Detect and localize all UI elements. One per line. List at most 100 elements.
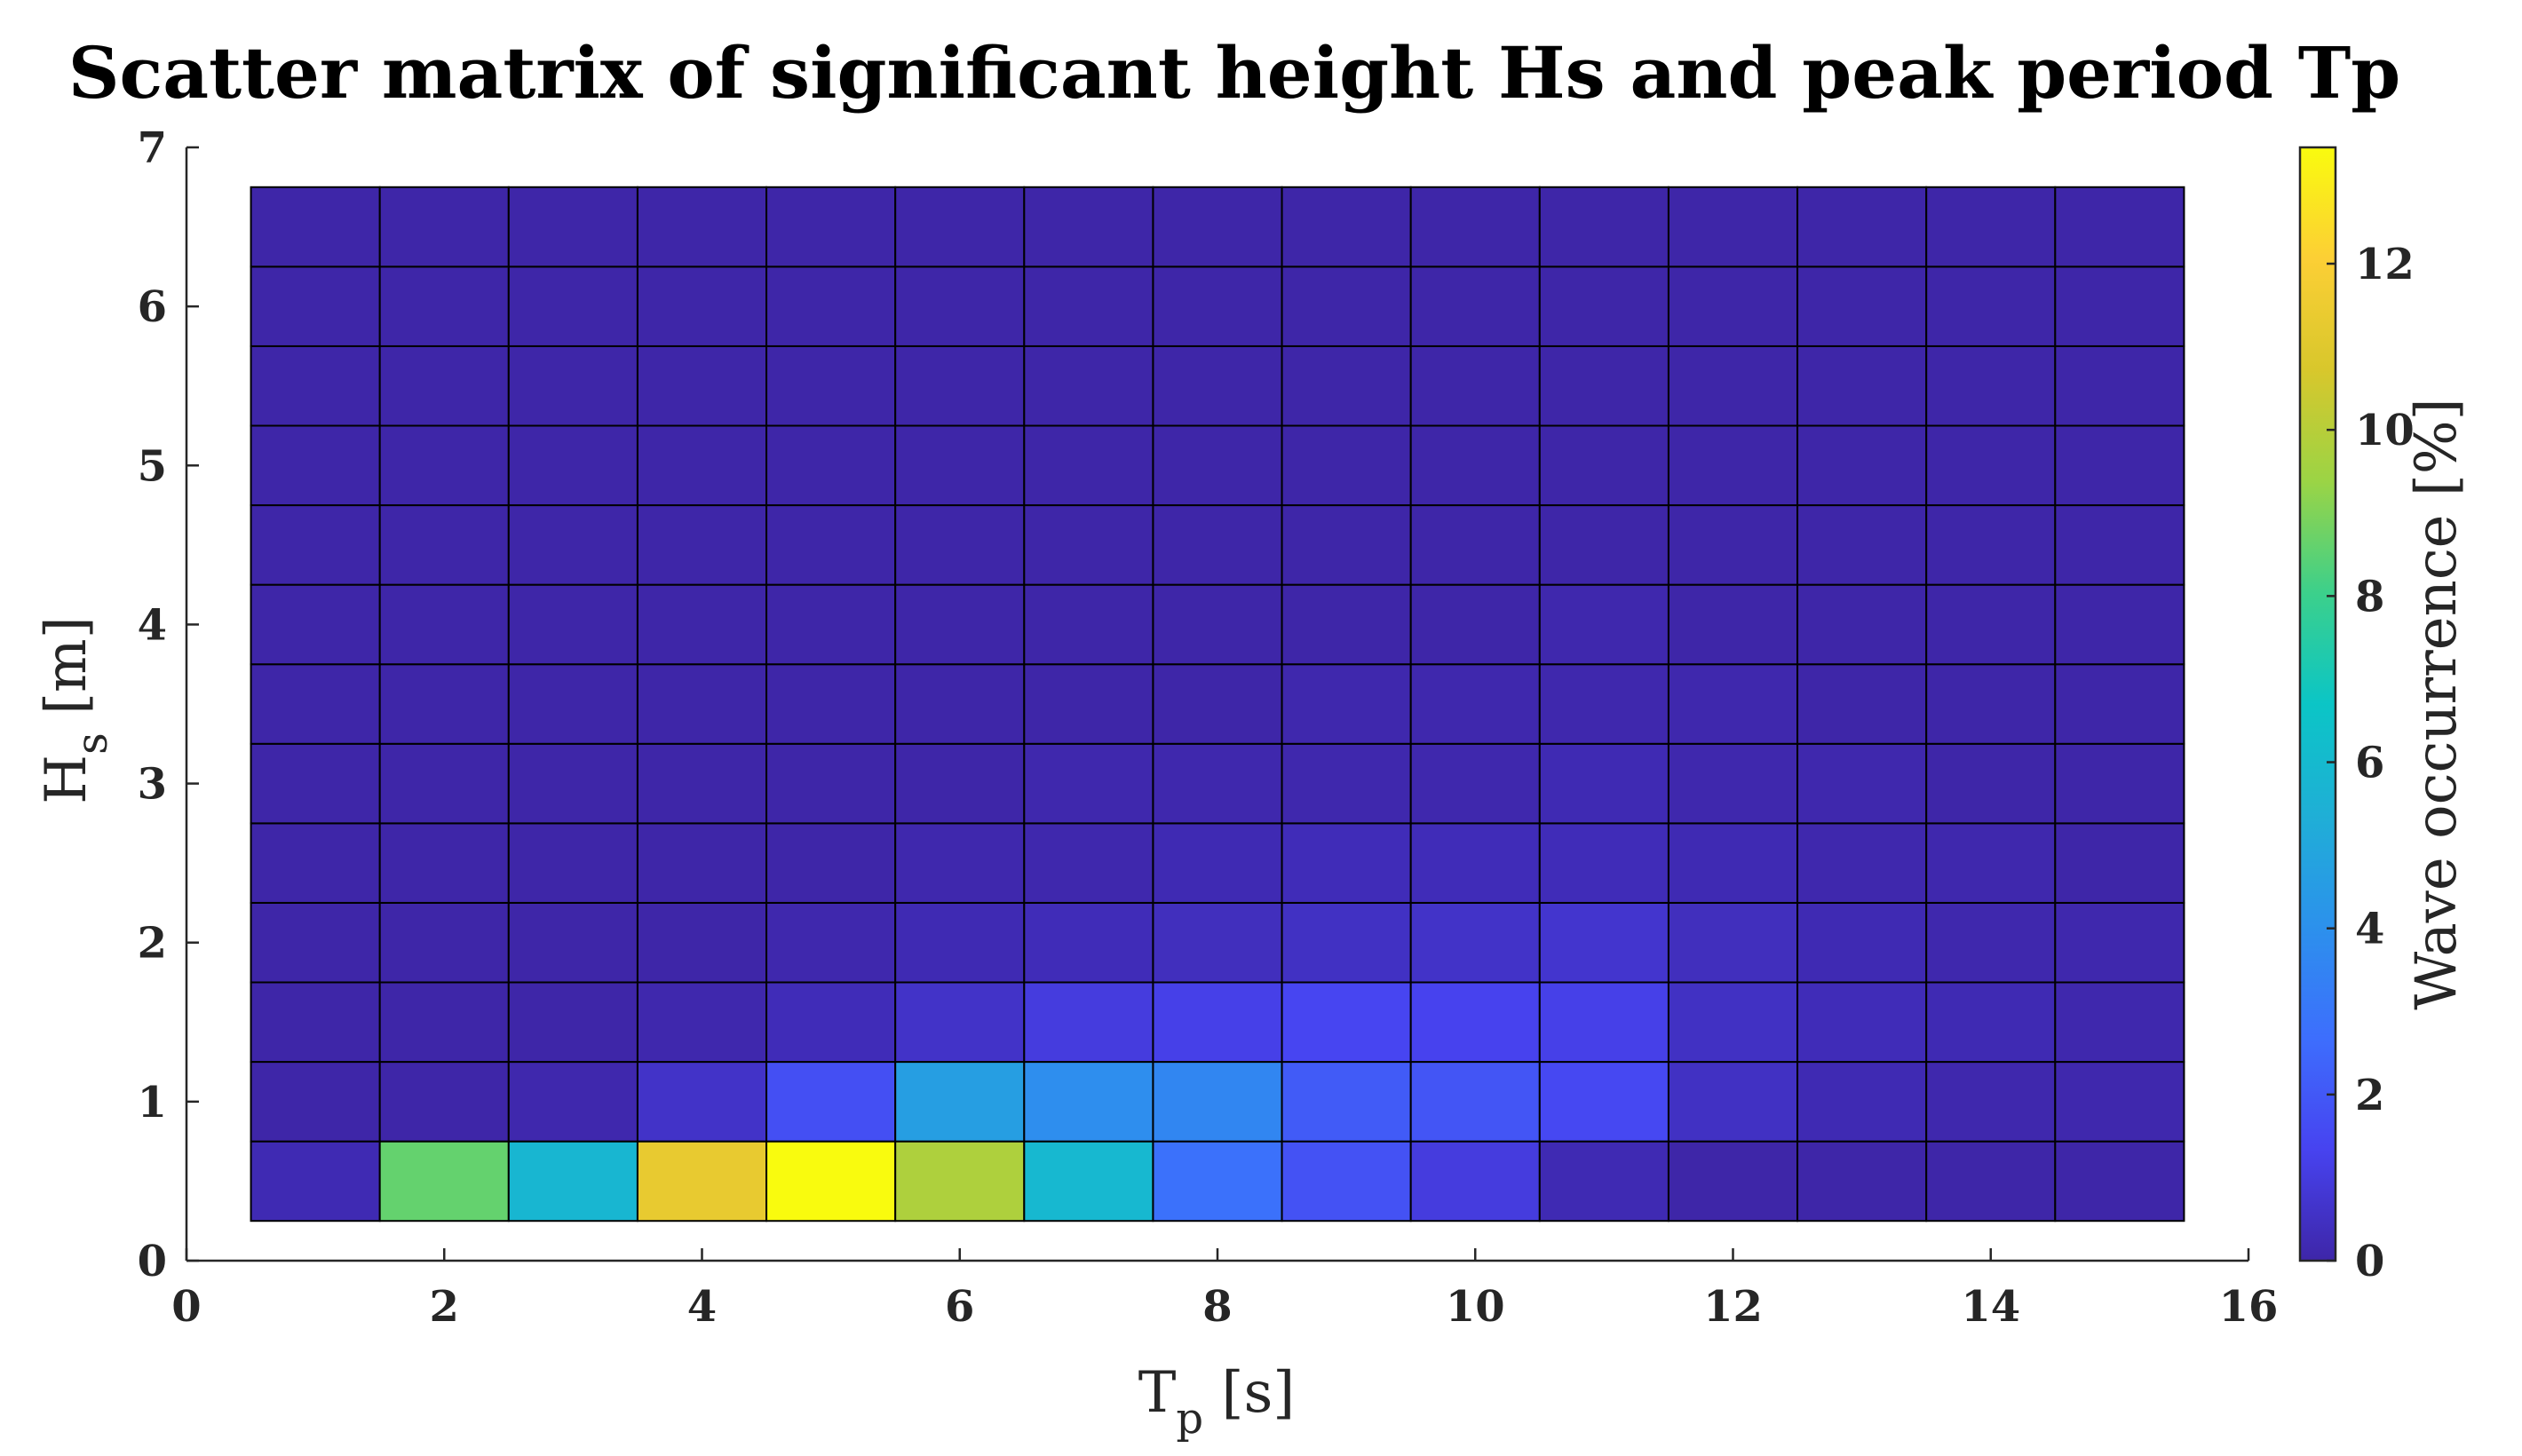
heatmap-cell: [1796, 822, 1928, 904]
colorbar-label: Wave occurrence [%]: [2404, 398, 2470, 1009]
heatmap-cell: [894, 663, 1026, 745]
colorbar-tick-label: 0: [2355, 1237, 2384, 1286]
y-tick-label: 0: [138, 1237, 167, 1286]
heatmap-cell: [1152, 663, 1283, 745]
heatmap-cell: [1281, 186, 1412, 268]
heatmap-cell: [1667, 742, 1799, 825]
heatmap-cell: [1796, 742, 1928, 825]
heatmap-cell: [250, 583, 381, 666]
heatmap-cell: [765, 424, 897, 507]
heatmap-cell: [1281, 504, 1412, 586]
heatmap-cell: [378, 583, 510, 666]
colorbar: [2298, 146, 2337, 1262]
heatmap-cell: [1152, 742, 1283, 825]
heatmap-cell: [765, 1061, 897, 1143]
heatmap-cell: [1152, 822, 1283, 904]
heatmap-cell: [1023, 344, 1154, 427]
heatmap-cell: [1023, 663, 1154, 745]
heatmap-cell: [1667, 822, 1799, 904]
x-tick-label: 2: [430, 1282, 459, 1332]
heatmap-cell: [2054, 504, 2185, 586]
heatmap-cell: [1023, 186, 1154, 268]
heatmap-cell: [1152, 504, 1283, 586]
heatmap-cell: [1538, 901, 1669, 984]
heatmap-cell: [250, 1061, 381, 1143]
heatmap-cell: [1925, 344, 2057, 427]
heatmap-cell: [894, 901, 1026, 984]
heatmap-cell: [1925, 504, 2057, 586]
heatmap-cell: [2054, 1061, 2185, 1143]
heatmap-cell: [1667, 981, 1799, 1064]
heatmap-cell: [1796, 1061, 1928, 1143]
heatmap-cell: [765, 583, 897, 666]
heatmap-cell: [1925, 663, 2057, 745]
heatmap-cell: [250, 424, 381, 507]
heatmap-cell: [894, 822, 1026, 904]
heatmap-cell: [1796, 424, 1928, 507]
heatmap-cell: [1409, 742, 1541, 825]
heatmap-cell: [1409, 1140, 1541, 1223]
colorbar-tick-label: 12: [2355, 240, 2415, 289]
heatmap-cell: [1538, 822, 1669, 904]
heatmap-cell: [250, 344, 381, 427]
heatmap-cell: [1538, 583, 1669, 666]
x-tick-label: 14: [1961, 1282, 2020, 1332]
heatmap-cell: [250, 1140, 381, 1223]
heatmap-cell: [1281, 1140, 1412, 1223]
heatmap-cell: [1409, 504, 1541, 586]
colorbar-tick-label: 4: [2355, 905, 2384, 954]
heatmap-cell: [1796, 504, 1928, 586]
heatmap-cell: [1281, 822, 1412, 904]
heatmap-cell: [636, 504, 768, 586]
heatmap-cell: [1538, 344, 1669, 427]
heatmap-cell: [378, 344, 510, 427]
heatmap-cell: [1667, 1061, 1799, 1143]
heatmap-cell: [2054, 822, 2185, 904]
heatmap-cell: [1409, 186, 1541, 268]
heatmap-cells: [250, 186, 2185, 1223]
x-tick-label: 10: [1446, 1282, 1505, 1332]
heatmap-cell: [1409, 1061, 1541, 1143]
heatmap-cell: [250, 504, 381, 586]
heatmap-cell: [1538, 663, 1669, 745]
heatmap-cell: [1409, 424, 1541, 507]
colorbar-tick-label: 10: [2355, 406, 2415, 455]
heatmap-cell: [1023, 742, 1154, 825]
heatmap-cell: [2054, 186, 2185, 268]
heatmap-cell: [2054, 901, 2185, 984]
heatmap-cell: [1409, 981, 1541, 1064]
heatmap-cell: [765, 504, 897, 586]
heatmap-cell: [636, 1061, 768, 1143]
heatmap-cell: [1667, 583, 1799, 666]
heatmap-cell: [1667, 265, 1799, 347]
heatmap-cell: [2054, 265, 2185, 347]
heatmap-cell: [765, 663, 897, 745]
heatmap-cell: [1281, 742, 1412, 825]
y-axis-label: Hs [m]: [34, 616, 117, 803]
colorbar-tick-label: 6: [2355, 739, 2384, 788]
heatmap-cell: [507, 981, 638, 1064]
heatmap-cell: [636, 981, 768, 1064]
heatmap-cell: [765, 822, 897, 904]
heatmap-cell: [636, 1140, 768, 1223]
x-tick-label: 0: [171, 1282, 201, 1332]
heatmap-cell: [636, 344, 768, 427]
x-axis-label-main: T: [1138, 1360, 1177, 1426]
heatmap-cell: [1152, 1061, 1283, 1143]
heatmap-cell: [507, 583, 638, 666]
heatmap-cell: [636, 663, 768, 745]
heatmap-cell: [1538, 424, 1669, 507]
heatmap-cell: [1152, 344, 1283, 427]
heatmap-cell: [378, 663, 510, 745]
heatmap-cell: [894, 742, 1026, 825]
heatmap-cell: [1538, 981, 1669, 1064]
heatmap-cell: [894, 1061, 1026, 1143]
heatmap-cell: [1538, 504, 1669, 586]
heatmap-cell: [1925, 1061, 2057, 1143]
heatmap-cell: [636, 424, 768, 507]
heatmap-cell: [1538, 1140, 1669, 1223]
heatmap-cell: [507, 901, 638, 984]
heatmap-cell: [507, 344, 638, 427]
heatmap-cell: [378, 186, 510, 268]
